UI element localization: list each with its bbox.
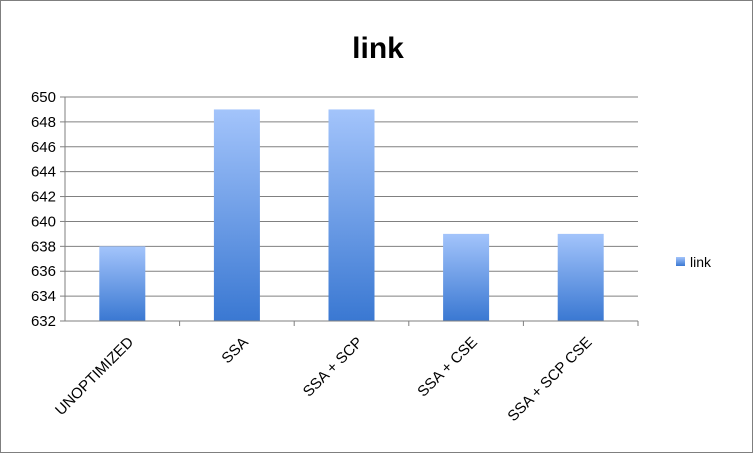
y-tick-label: 644 bbox=[31, 164, 56, 181]
legend-swatch bbox=[676, 257, 685, 266]
x-category-label: UNOPTIMIZED bbox=[52, 334, 137, 419]
y-tick-label: 650 bbox=[31, 89, 56, 106]
y-tick-label: 642 bbox=[31, 189, 56, 206]
bar bbox=[213, 109, 260, 321]
bars bbox=[99, 109, 604, 321]
bar bbox=[99, 246, 146, 321]
bar bbox=[443, 233, 490, 321]
x-category-label: SSA + CSE bbox=[414, 334, 481, 401]
y-tick-label: 634 bbox=[31, 288, 56, 305]
bar bbox=[328, 109, 375, 321]
y-tick-label: 638 bbox=[31, 238, 56, 255]
y-tick-label: 648 bbox=[31, 114, 56, 131]
x-axis-categories: UNOPTIMIZED SSA SSA + SCP SSA + CSE SSA + SC… bbox=[52, 321, 639, 425]
x-category-label: SSA + SCP CSE bbox=[504, 334, 595, 425]
legend-label: link bbox=[690, 254, 712, 270]
y-tick-label: 640 bbox=[31, 213, 56, 230]
x-category-label: SSA + SCP bbox=[300, 334, 367, 401]
y-tick-label: 632 bbox=[31, 313, 56, 330]
y-tick-label: 636 bbox=[31, 263, 56, 280]
x-category-label: SSA bbox=[218, 334, 251, 367]
legend: link bbox=[676, 254, 712, 270]
chart-title: link bbox=[352, 32, 404, 65]
y-axis-ticks: 632 634 636 638 640 642 644 646 648 650 bbox=[31, 89, 65, 330]
bar bbox=[557, 233, 604, 321]
y-tick-label: 646 bbox=[31, 139, 56, 156]
